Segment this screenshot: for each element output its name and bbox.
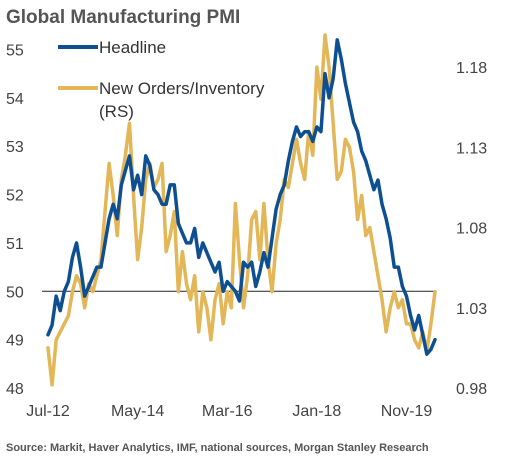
x-axis: Jul-12 May-14 Mar-16 Jan-18 Nov-19 — [26, 403, 432, 420]
left-tick-label: 49 — [6, 333, 24, 350]
right-tick-label: 1.03 — [456, 301, 487, 318]
left-tick-label: 54 — [6, 91, 24, 108]
right-axis: 0.98 1.03 1.08 1.13 1.18 — [456, 60, 487, 398]
legend-label-new-orders-line1: New Orders/Inventory — [99, 79, 265, 98]
left-axis: 48 49 50 51 52 53 54 55 — [6, 43, 24, 398]
x-tick-label: Mar-16 — [202, 403, 253, 420]
series-line-headline — [46, 38, 437, 356]
right-tick-label: 1.08 — [456, 221, 487, 238]
right-tick-label: 1.18 — [456, 60, 487, 77]
x-tick-label: May-14 — [111, 403, 164, 420]
left-tick-label: 51 — [6, 236, 24, 253]
right-tick-label: 1.13 — [456, 140, 487, 157]
legend: Headline New Orders/Inventory (RS) — [58, 38, 269, 121]
x-tick-label: Jan-18 — [292, 403, 341, 420]
right-tick-label: 0.98 — [456, 381, 487, 398]
chart-source: Source: Markit, Haver Analytics, IMF, na… — [6, 442, 429, 454]
left-tick-label: 48 — [6, 381, 24, 398]
legend-label-new-orders: New Orders/Inventory (RS) — [99, 79, 269, 121]
legend-label-headline: Headline — [99, 38, 166, 57]
chart-title: Global Manufacturing PMI — [6, 7, 240, 28]
left-tick-label: 53 — [6, 139, 24, 156]
legend-label-new-orders-line2: (RS) — [99, 102, 134, 121]
x-tick-label: Nov-19 — [381, 403, 433, 420]
left-tick-label: 52 — [6, 188, 24, 205]
left-tick-label: 55 — [6, 43, 24, 60]
left-tick-label: 50 — [6, 284, 24, 301]
x-tick-label: Jul-12 — [26, 403, 70, 420]
